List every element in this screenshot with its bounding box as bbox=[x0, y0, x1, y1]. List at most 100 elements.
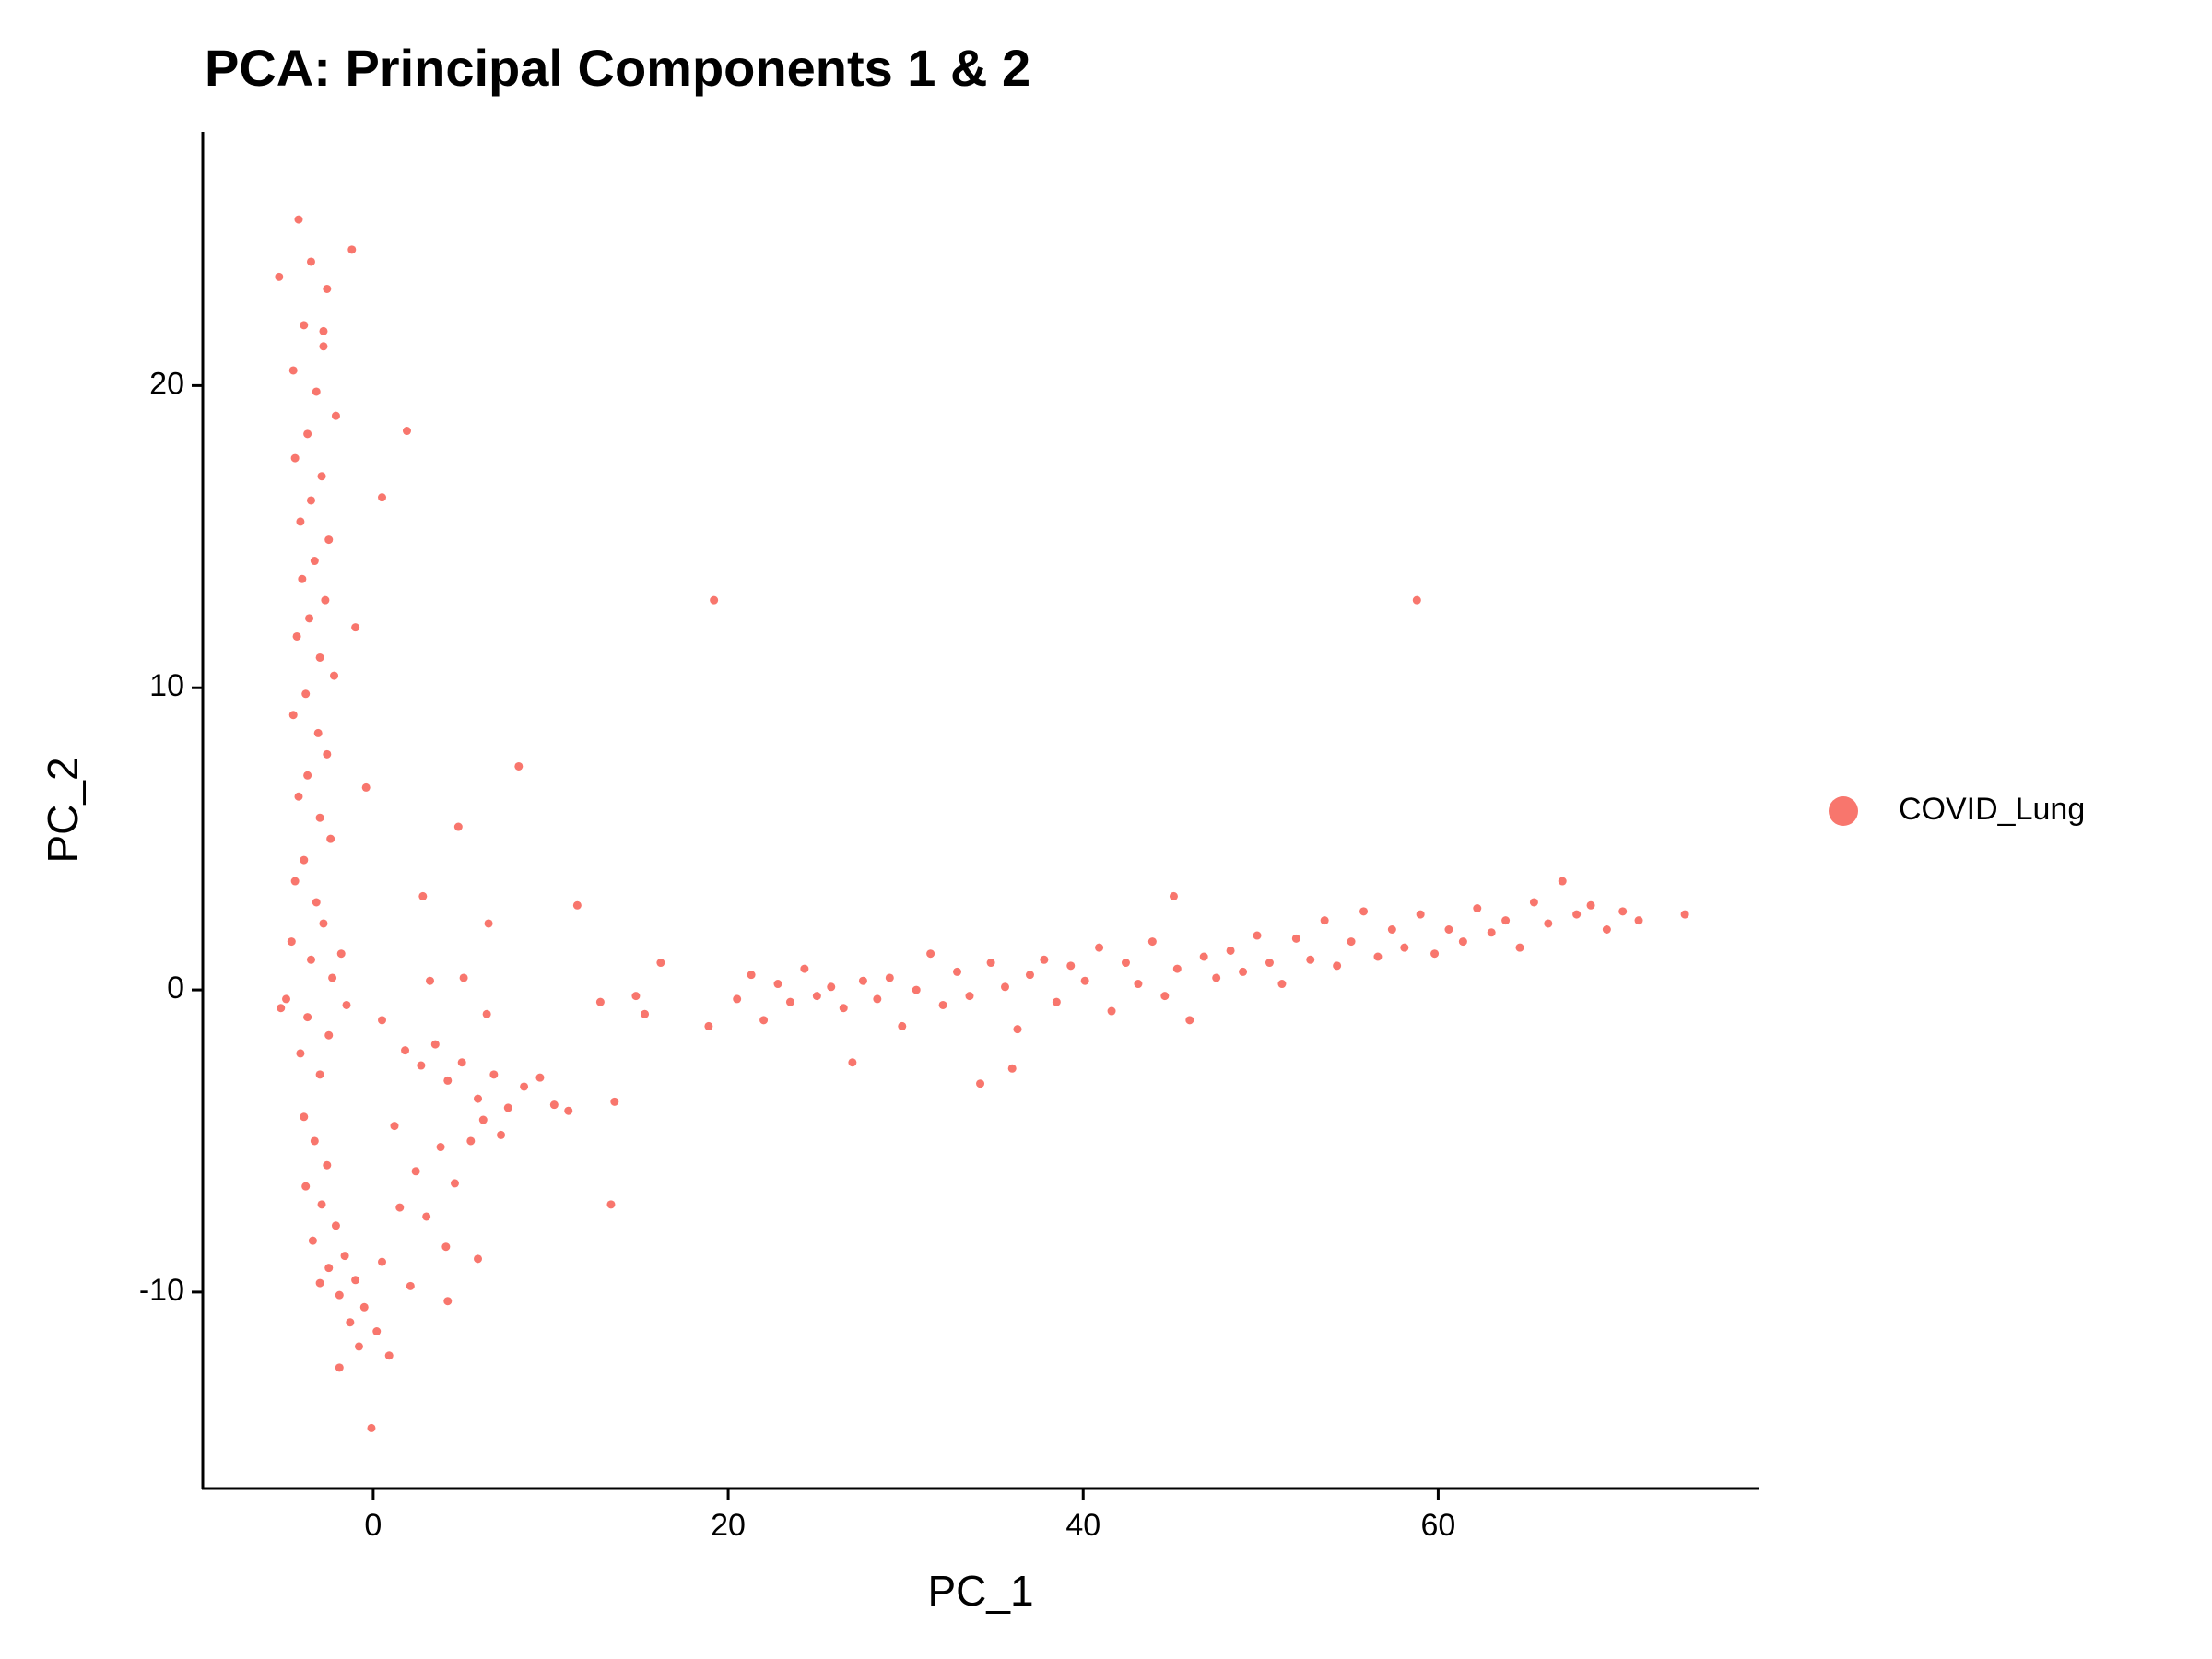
point bbox=[1515, 943, 1524, 952]
point bbox=[351, 623, 360, 632]
point bbox=[1618, 907, 1628, 916]
point bbox=[310, 1136, 319, 1146]
point bbox=[747, 971, 756, 980]
point bbox=[294, 792, 303, 801]
point bbox=[1265, 959, 1274, 968]
point bbox=[1025, 971, 1034, 980]
point bbox=[296, 1049, 305, 1058]
point bbox=[300, 855, 309, 865]
point bbox=[1212, 973, 1221, 982]
point bbox=[812, 992, 821, 1001]
legend-marker bbox=[1829, 796, 1858, 826]
point bbox=[323, 1160, 332, 1170]
point bbox=[827, 982, 836, 992]
point bbox=[976, 1079, 985, 1088]
point bbox=[443, 1076, 453, 1085]
point bbox=[324, 1030, 334, 1040]
point bbox=[1333, 961, 1342, 971]
point bbox=[323, 284, 332, 293]
point bbox=[1634, 916, 1643, 925]
chart-title: PCA: Principal Components 1 & 2 bbox=[205, 39, 1030, 97]
point bbox=[1544, 919, 1553, 928]
point bbox=[276, 1004, 286, 1013]
point bbox=[1095, 943, 1104, 952]
x-tick-label: 0 bbox=[364, 1508, 382, 1543]
y-tick-label: 10 bbox=[149, 668, 184, 703]
point bbox=[300, 321, 309, 330]
point bbox=[885, 973, 894, 982]
point bbox=[312, 387, 321, 396]
point bbox=[436, 1143, 445, 1152]
point bbox=[282, 994, 291, 1004]
point bbox=[520, 1082, 529, 1091]
point bbox=[331, 1221, 340, 1230]
point bbox=[372, 1327, 382, 1336]
point bbox=[315, 1278, 324, 1288]
point bbox=[317, 1200, 326, 1209]
point bbox=[347, 245, 357, 254]
point bbox=[335, 1290, 344, 1300]
point bbox=[1320, 916, 1329, 925]
point bbox=[986, 959, 995, 968]
point bbox=[1239, 967, 1248, 976]
point bbox=[288, 711, 298, 720]
point bbox=[346, 1318, 355, 1327]
point bbox=[1121, 959, 1130, 968]
point bbox=[426, 976, 435, 985]
point bbox=[326, 834, 335, 843]
point bbox=[317, 472, 326, 481]
point bbox=[1680, 910, 1689, 919]
point bbox=[290, 877, 300, 886]
point bbox=[417, 1061, 426, 1070]
point bbox=[466, 1136, 476, 1146]
point bbox=[1400, 943, 1409, 952]
point bbox=[459, 973, 468, 982]
point bbox=[572, 900, 582, 910]
point bbox=[450, 1179, 459, 1188]
point bbox=[406, 1281, 415, 1290]
point bbox=[287, 937, 296, 947]
point bbox=[319, 342, 328, 351]
point bbox=[710, 595, 719, 605]
point bbox=[733, 994, 742, 1004]
point bbox=[310, 557, 319, 566]
point bbox=[1487, 928, 1496, 937]
point bbox=[324, 535, 334, 545]
point bbox=[306, 955, 315, 964]
point bbox=[457, 1058, 466, 1067]
point bbox=[378, 493, 387, 502]
point bbox=[1412, 595, 1421, 605]
point bbox=[953, 967, 962, 976]
point bbox=[773, 980, 782, 989]
point bbox=[631, 992, 641, 1001]
point bbox=[378, 1257, 387, 1266]
point bbox=[367, 1423, 376, 1432]
point bbox=[1572, 910, 1582, 919]
point bbox=[1373, 952, 1382, 961]
point bbox=[430, 1040, 440, 1049]
point bbox=[1160, 992, 1170, 1001]
y-axis-title: PC_2 bbox=[39, 757, 87, 863]
point bbox=[306, 257, 315, 266]
point bbox=[384, 1351, 394, 1360]
point bbox=[1458, 937, 1467, 947]
point bbox=[1107, 1006, 1116, 1016]
point bbox=[1007, 1064, 1017, 1073]
point bbox=[1080, 976, 1089, 985]
point bbox=[1291, 934, 1300, 943]
point bbox=[1134, 980, 1143, 989]
point bbox=[1277, 980, 1287, 989]
point bbox=[292, 631, 301, 641]
point bbox=[315, 813, 324, 822]
point bbox=[898, 1021, 907, 1030]
point bbox=[595, 997, 605, 1006]
point bbox=[1306, 955, 1315, 964]
point bbox=[395, 1203, 405, 1212]
point bbox=[336, 949, 346, 959]
y-tick-label: 20 bbox=[149, 366, 184, 401]
point bbox=[300, 1112, 309, 1122]
point bbox=[800, 964, 809, 973]
point bbox=[335, 1363, 344, 1372]
point bbox=[641, 1009, 650, 1018]
